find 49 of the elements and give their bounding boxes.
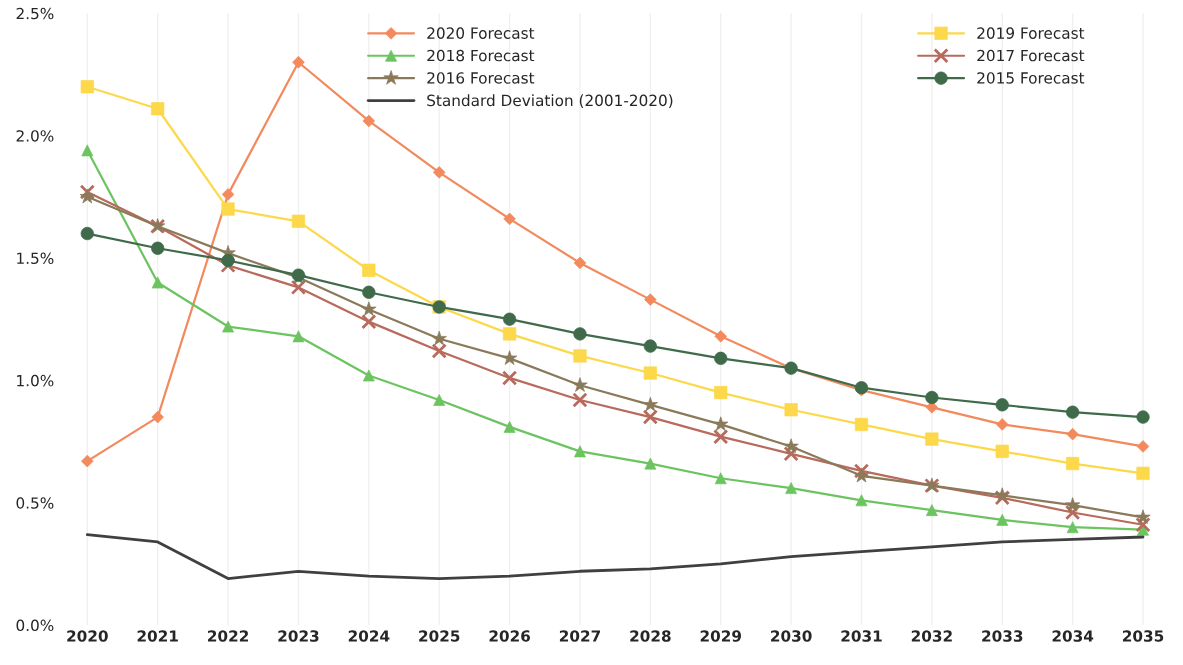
x-tick-label: 2030 <box>771 630 812 642</box>
x-tick-label: 2022 <box>208 630 248 642</box>
legend-label: 2017 Forecast <box>977 49 1085 62</box>
point <box>854 417 869 432</box>
y-tick-label: 0.0% <box>16 619 54 632</box>
x-tick-label: 2023 <box>278 630 319 642</box>
y-tick-label: 1.0% <box>17 374 54 387</box>
x-tick-label: 2031 <box>841 630 882 642</box>
point <box>80 80 94 94</box>
y-tick-label: 2.0% <box>16 130 54 142</box>
point <box>783 446 799 462</box>
x-tick-label: 2034 <box>1052 630 1094 642</box>
point <box>290 279 307 296</box>
point <box>1065 504 1081 521</box>
x-tick-label: 2024 <box>348 630 390 642</box>
point <box>151 102 165 116</box>
y-tick-label: 0.5% <box>16 497 54 509</box>
point <box>714 386 728 400</box>
x-tick-label: 2028 <box>630 630 671 642</box>
point <box>643 366 657 380</box>
x-tick-label: 2025 <box>419 630 460 642</box>
x-tick-label: 2020 <box>67 630 108 642</box>
y-tick-label: 2.5% <box>16 7 54 20</box>
point <box>1135 517 1151 533</box>
point <box>1066 456 1080 471</box>
point <box>572 392 588 408</box>
point <box>291 214 306 228</box>
x-tick-label: 2033 <box>982 630 1023 642</box>
legend-label: 2016 Forecast <box>427 72 535 84</box>
legend-label: 2020 Forecast <box>427 27 535 39</box>
x-tick-label: 2021 <box>137 630 178 642</box>
point <box>431 343 447 359</box>
point <box>501 370 518 386</box>
legend-label: 2018 Forecast <box>427 49 535 62</box>
point <box>994 490 1010 506</box>
point <box>713 429 729 445</box>
legend-label: 2019 Forecast <box>977 27 1085 39</box>
x-tick-label: 2035 <box>1122 630 1164 642</box>
x-tick-label: 2027 <box>559 630 601 642</box>
point <box>79 184 95 200</box>
point <box>853 463 870 479</box>
point <box>361 314 377 330</box>
x-tick-label: 2029 <box>700 630 742 642</box>
y-tick-label: 1.5% <box>17 252 54 265</box>
x-tick-label: 2032 <box>911 630 952 642</box>
legend-label: 2015 Forecast <box>977 72 1085 84</box>
x-tick-label: 2026 <box>489 630 531 642</box>
legend-label: Standard Deviation (2001-2020) <box>427 94 673 108</box>
point <box>642 409 658 425</box>
